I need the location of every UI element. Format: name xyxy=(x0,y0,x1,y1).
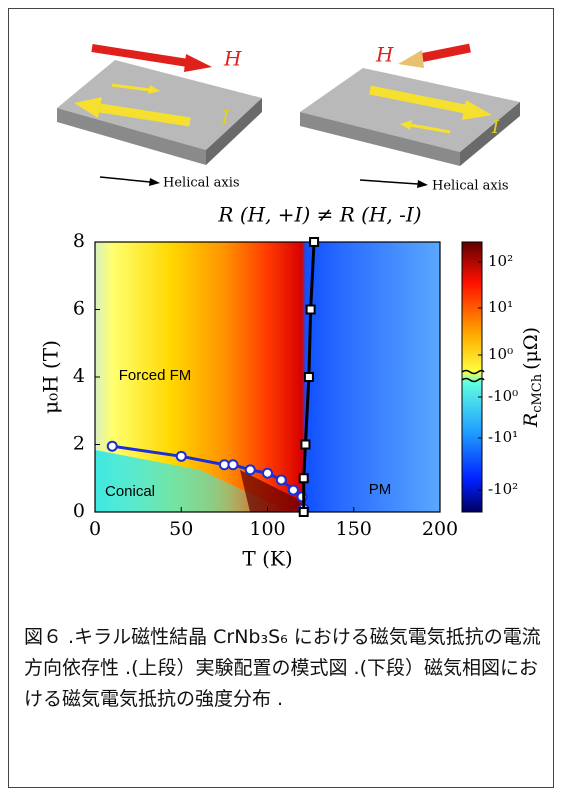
data-point xyxy=(246,465,255,474)
caption: 図６ .キラル磁性結晶 CrNb₃S₆ における磁気電気抵抗の電流方向依存性 .… xyxy=(24,622,544,715)
data-point xyxy=(177,452,186,461)
colorbar-title-unit: (μΩ) xyxy=(520,327,542,370)
region-label: Conical xyxy=(105,483,155,500)
colorbar-label: 10¹ xyxy=(488,298,513,316)
data-point xyxy=(307,306,315,314)
axis-label: Helical axis xyxy=(163,176,240,191)
data-point xyxy=(289,486,298,495)
data-point xyxy=(229,460,238,469)
colorbar-title-main: R xyxy=(520,413,542,428)
y-axis-label: μ₀H (T) xyxy=(39,340,63,414)
data-point xyxy=(300,474,308,482)
y-tick-label: 2 xyxy=(73,433,85,455)
x-tick-label: 150 xyxy=(336,518,372,540)
field-label: H xyxy=(375,43,394,67)
axis-arrow xyxy=(100,177,150,182)
equation: R (H, +I) ≠ R (H, -I) xyxy=(217,203,421,227)
colorbar-label: -10¹ xyxy=(488,428,518,446)
figure: H I H I R (H, +I) ≠ R (H, -I) Helical ax… xyxy=(0,0,564,610)
x-axis-label: T (K) xyxy=(242,547,292,571)
data-point xyxy=(305,373,313,381)
field-label: H xyxy=(223,47,242,71)
data-point xyxy=(301,441,309,449)
arrow-head xyxy=(149,178,160,186)
field-arrow xyxy=(92,48,188,63)
y-tick-label: 6 xyxy=(73,298,85,320)
colorbar-title: RcMCh (μΩ) xyxy=(520,327,545,428)
data-point xyxy=(263,469,272,478)
arrow-head xyxy=(398,50,424,68)
x-tick-label: 100 xyxy=(249,518,285,540)
region-label: PM xyxy=(369,481,392,498)
current-label: I xyxy=(491,117,500,138)
axis-label: Helical axis xyxy=(432,179,509,194)
x-tick-label: 200 xyxy=(422,518,458,540)
colorbar-label: 10² xyxy=(488,252,513,270)
colorbar xyxy=(462,242,482,512)
x-tick-label: 50 xyxy=(169,518,193,540)
y-tick-label: 0 xyxy=(73,500,85,522)
current-label: I xyxy=(221,107,230,128)
colorbar-label: 10⁰ xyxy=(488,345,513,363)
region-label: Forced FM xyxy=(119,367,192,384)
axis-arrow xyxy=(360,180,418,184)
colorbar-label: -10⁰ xyxy=(488,387,518,405)
data-point xyxy=(277,475,286,484)
x-tick-label: 0 xyxy=(89,518,101,540)
colorbar-title-sub: cMCh xyxy=(530,373,545,413)
colorbar-label: -10² xyxy=(488,480,518,498)
y-tick-label: 4 xyxy=(73,365,85,387)
data-point xyxy=(300,508,308,516)
data-point xyxy=(310,238,318,246)
arrow-head xyxy=(417,180,428,188)
y-tick-label: 8 xyxy=(73,230,85,252)
arrow-head xyxy=(184,54,212,72)
field-arrow xyxy=(420,48,470,58)
data-point xyxy=(108,442,117,451)
